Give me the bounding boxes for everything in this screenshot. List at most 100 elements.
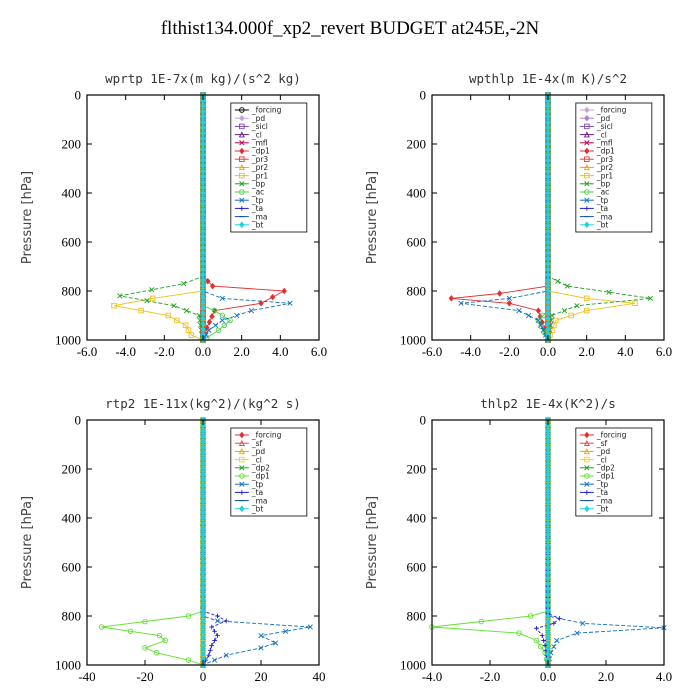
legend-label: _forcing — [251, 106, 282, 115]
legend-label: _pr2 — [251, 163, 269, 172]
data-point — [574, 303, 580, 309]
legend-item: _mfl — [234, 139, 268, 148]
legend-marker — [583, 448, 590, 455]
y-tick-label: 0 — [420, 88, 427, 103]
legend-marker — [239, 456, 245, 463]
legend-marker — [239, 505, 245, 513]
data-point — [219, 317, 225, 324]
data-point — [539, 633, 545, 638]
data-point — [196, 312, 202, 319]
legend-item: _ma — [234, 212, 267, 221]
legend-item: _ma — [579, 496, 612, 505]
legend-label: _bp — [251, 180, 266, 189]
data-point — [209, 624, 214, 630]
data-point — [516, 630, 522, 636]
legend-marker — [584, 465, 590, 471]
legend-item: _ac — [579, 188, 609, 197]
chart-title: wpthlp 1E-4x(m K)/s^2 — [469, 71, 627, 86]
legend-item: _cl — [234, 130, 262, 139]
legend-item: _forcing — [579, 106, 627, 115]
data-point — [234, 312, 240, 319]
legend-marker — [584, 189, 590, 195]
y-tick-label: 0 — [75, 413, 82, 428]
x-tick-label: 0.0 — [195, 344, 211, 359]
legend-marker — [239, 197, 245, 203]
data-point — [212, 322, 219, 328]
y-tick-label: 200 — [62, 462, 82, 477]
data-point — [223, 618, 229, 624]
legend-item: _bp — [579, 180, 610, 189]
legend-item: _ma — [579, 212, 612, 221]
data-point — [149, 295, 156, 302]
data-point — [535, 317, 541, 324]
legend-label: _dp2 — [251, 464, 270, 473]
legend-label: _sicl — [251, 122, 268, 131]
data-point — [183, 307, 190, 314]
data-point — [583, 307, 590, 314]
legend: _forcing_pd_sicl_cl_mfl_dp1_pr3_pr2_pr1_… — [230, 102, 308, 233]
y-tick-label: 800 — [407, 609, 427, 624]
legend-label: _sf — [596, 439, 608, 448]
legend-marker — [584, 106, 590, 114]
legend-label: _ta — [596, 204, 608, 213]
legend-marker — [583, 131, 590, 138]
chart-title: thlp2 1E-4x(K^2)/s — [480, 396, 615, 411]
legend-marker — [584, 221, 590, 229]
y-tick-label: 1000 — [55, 333, 81, 348]
y-tick-label: 600 — [407, 560, 427, 575]
legend-marker — [238, 131, 245, 138]
data-point — [258, 645, 264, 651]
legend-item: _cl — [234, 455, 262, 464]
y-tick-label: 400 — [407, 186, 427, 201]
data-point — [211, 307, 218, 314]
data-point — [209, 313, 215, 320]
legend-item: _pd — [579, 447, 610, 456]
y-axis-label: Pressure [hPa] — [20, 496, 35, 589]
legend-marker — [239, 147, 245, 155]
legend-marker — [239, 221, 245, 229]
y-tick-label: 800 — [62, 609, 82, 624]
data-point — [568, 312, 574, 319]
legend-label: _cl — [251, 455, 262, 464]
legend-item: _ac — [234, 188, 264, 197]
data-point — [526, 312, 532, 319]
x-tick-label: 6.0 — [311, 344, 327, 359]
legend-label: _cl — [251, 130, 262, 139]
legend-item: _ma — [234, 496, 267, 505]
data-point — [207, 648, 213, 653]
legend: _forcing_pd_sicl_cl_mfl_dp1_pr3_pr2_pr1_… — [575, 102, 653, 233]
data-point — [209, 643, 214, 648]
x-tick-label: -20 — [136, 669, 153, 684]
legend-item: _cl — [579, 130, 607, 139]
data-point — [555, 278, 561, 284]
chart-title: wprtp 1E-7x(m kg)/(s^2 kg) — [105, 71, 301, 86]
y-tick-label: 1000 — [400, 333, 426, 348]
legend-marker — [239, 107, 245, 113]
legend-label: _dp1 — [596, 147, 615, 156]
data-point — [227, 317, 233, 324]
legend-label: _dp1 — [596, 472, 615, 481]
legend-marker — [584, 206, 590, 211]
chart-panel-1: wpthlp 1E-4x(m K)/s^2 Pressure [hPa] -6.0 -… — [365, 71, 672, 359]
x-tick-label: -40 — [78, 669, 95, 684]
legend-marker — [584, 140, 590, 146]
legend-label: _pr1 — [251, 171, 269, 180]
legend-item: _ta — [579, 488, 608, 497]
data-point — [212, 629, 217, 634]
data-point — [458, 300, 464, 306]
data-point — [549, 312, 555, 319]
legend-label: _tp — [596, 196, 609, 205]
y-tick-label: 400 — [62, 186, 82, 201]
chart-panel-3: thlp2 1E-4x(K^2)/s Pressure [hPa] -4.0 -2.0… — [365, 396, 672, 684]
legend-item: _cl — [579, 455, 607, 464]
x-tick-label: -2.0 — [499, 344, 520, 359]
data-point — [206, 327, 212, 333]
data-point — [117, 293, 123, 299]
legend-item: _tp — [234, 480, 264, 489]
legend-marker — [239, 481, 245, 487]
legend-marker — [239, 490, 245, 495]
legend-item: _bt — [579, 221, 608, 230]
x-tick-label: 0.0 — [540, 669, 556, 684]
data-point — [448, 295, 455, 302]
legend-marker — [583, 439, 590, 446]
